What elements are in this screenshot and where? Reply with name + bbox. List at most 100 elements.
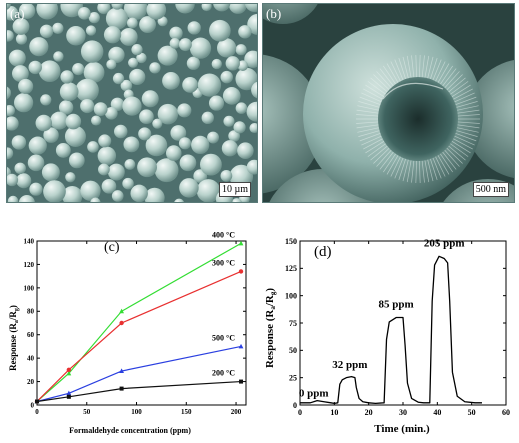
microsphere bbox=[208, 95, 225, 111]
data-point bbox=[238, 240, 244, 246]
concentration-annotation: 32 ppm bbox=[332, 359, 367, 371]
microsphere bbox=[197, 73, 222, 97]
microsphere bbox=[7, 30, 14, 42]
microsphere bbox=[177, 103, 192, 118]
microsphere bbox=[72, 63, 85, 76]
microsphere bbox=[225, 56, 240, 71]
nanorod-line bbox=[455, 121, 480, 124]
nanorod-line bbox=[358, 129, 382, 137]
nanorod-line bbox=[406, 158, 412, 183]
microsphere bbox=[29, 37, 49, 57]
concentration-annotation: 85 ppm bbox=[379, 299, 414, 311]
chart-c-y-axis-label: Response (Ra/Rg) bbox=[8, 305, 20, 371]
nanorod-line bbox=[438, 65, 453, 87]
data-point bbox=[119, 386, 124, 391]
microsphere bbox=[38, 60, 61, 83]
nanorod-line bbox=[415, 158, 418, 183]
nanorod-line bbox=[436, 153, 450, 175]
microsphere bbox=[29, 182, 43, 196]
microsphere bbox=[18, 194, 35, 202]
microsphere bbox=[213, 4, 231, 12]
microsphere bbox=[15, 33, 28, 45]
y-tick-label: 60 bbox=[27, 331, 35, 339]
chart-c-x-axis-label: Formaldehyde concentration (ppm) bbox=[69, 426, 191, 435]
microsphere bbox=[244, 4, 257, 12]
nanorod-line bbox=[394, 155, 405, 179]
microsphere bbox=[80, 98, 95, 114]
microsphere bbox=[7, 147, 14, 160]
series-line bbox=[300, 255, 482, 405]
nanorod-line bbox=[450, 84, 471, 99]
microsphere bbox=[122, 96, 142, 116]
nanorod-line bbox=[379, 68, 395, 88]
nanorod-line bbox=[453, 96, 477, 106]
microsphere bbox=[65, 113, 82, 130]
microsphere bbox=[91, 115, 102, 126]
nanorod-line bbox=[445, 146, 463, 164]
y-tick-label: 120 bbox=[24, 261, 35, 269]
microsphere bbox=[18, 78, 34, 94]
microsphere bbox=[189, 37, 212, 59]
nanorod-line bbox=[454, 129, 478, 137]
nanorod-line bbox=[367, 81, 388, 96]
microsphere bbox=[179, 154, 197, 172]
microsphere bbox=[7, 86, 11, 100]
nanorod-line bbox=[434, 61, 446, 84]
nanorod-line bbox=[446, 144, 466, 161]
microsphere bbox=[154, 158, 179, 183]
microsphere bbox=[149, 62, 161, 74]
microsphere bbox=[145, 134, 168, 157]
nanorod-line bbox=[426, 157, 434, 182]
microsphere bbox=[83, 62, 105, 83]
nanorod-line bbox=[373, 74, 391, 92]
microsphere bbox=[7, 173, 19, 187]
nanorod-line bbox=[390, 154, 402, 177]
nanorod-line bbox=[363, 137, 385, 150]
microsphere bbox=[98, 163, 110, 176]
chart-d-annotations: 0 ppm 32 ppm 85 ppm 205 ppm bbox=[299, 237, 465, 399]
microsphere bbox=[196, 179, 221, 202]
microsphere bbox=[101, 178, 117, 194]
y-tick-label: 20 bbox=[27, 378, 35, 386]
nanorod-line bbox=[361, 92, 384, 104]
microsphere bbox=[174, 198, 185, 202]
microsphere bbox=[114, 124, 128, 139]
nanorod-line bbox=[394, 59, 405, 83]
nanorod-line bbox=[365, 84, 386, 99]
nanorod-line bbox=[356, 109, 381, 114]
series-label: 200 °C bbox=[212, 369, 235, 378]
y-tick-label: 0 bbox=[31, 401, 35, 409]
x-tick-label: 40 bbox=[433, 408, 441, 417]
microsphere bbox=[7, 4, 11, 10]
nanorod-line bbox=[398, 156, 407, 180]
microsphere bbox=[220, 169, 233, 182]
x-tick-label: 20 bbox=[365, 408, 373, 417]
nanorod-line bbox=[454, 101, 478, 109]
series-line bbox=[36, 270, 242, 402]
microsphere bbox=[199, 153, 222, 176]
x-tick-label: 0 bbox=[298, 408, 302, 417]
x-tick-label: 30 bbox=[399, 408, 407, 417]
nanorod-line bbox=[424, 55, 430, 80]
microsphere bbox=[62, 185, 83, 202]
y-tick-label: 0 bbox=[293, 401, 297, 410]
y-tick-label: 75 bbox=[289, 319, 297, 328]
nanorod-line bbox=[431, 59, 442, 83]
series-line bbox=[36, 242, 242, 402]
y-tick-label: 40 bbox=[27, 355, 35, 363]
microsphere bbox=[169, 26, 183, 40]
data-point bbox=[66, 367, 72, 373]
series-line bbox=[36, 345, 242, 403]
nanorod-line bbox=[386, 63, 400, 85]
nanorod-line bbox=[445, 74, 463, 92]
chart-d-response-vs-time: 0 10 20 30 40 50 60 0 25 50 75 100 125 150 0 ppm 32 pp… bbox=[264, 237, 510, 435]
chart-c-panel-label: (c) bbox=[104, 240, 120, 255]
microsphere bbox=[40, 94, 52, 106]
nanorod-line bbox=[421, 55, 425, 80]
microsphere bbox=[131, 44, 143, 56]
microsphere bbox=[170, 125, 187, 141]
microsphere bbox=[111, 190, 124, 202]
nanorod-line bbox=[402, 56, 410, 81]
nanorod-line bbox=[421, 158, 425, 183]
microsphere bbox=[14, 162, 26, 175]
